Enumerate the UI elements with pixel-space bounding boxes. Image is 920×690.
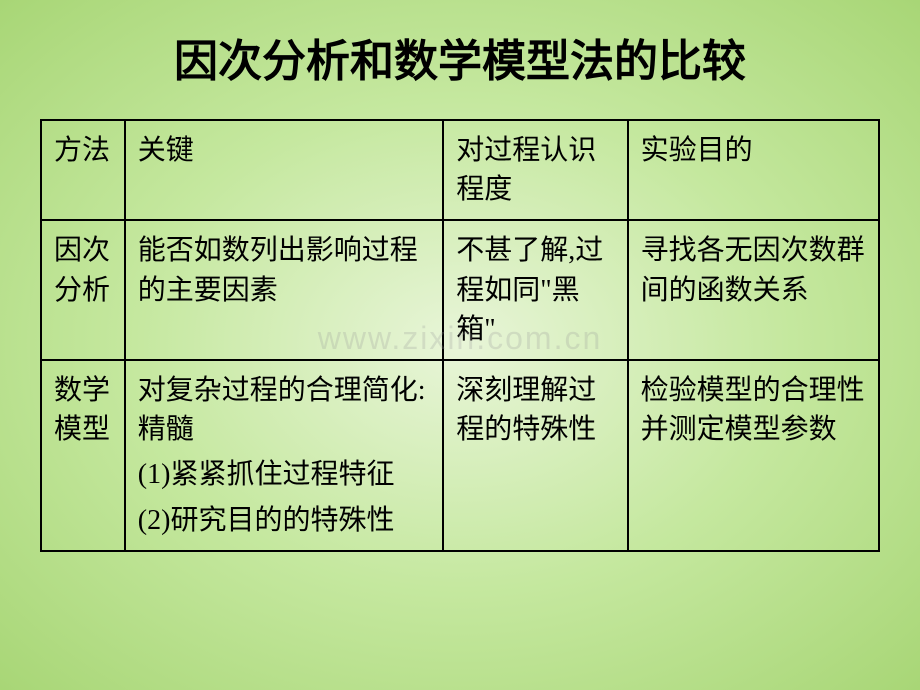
- cell-purpose-2: 检验模型的合理性并测定模型参数: [628, 360, 879, 551]
- cell-key-1: 能否如数列出影响过程的主要因素: [125, 220, 443, 360]
- comparison-table: 方法 关键 对过程认识程度 实验目的 因次分析 能否如数列出影响过程的主要因素 …: [40, 119, 880, 552]
- cell-understanding-2: 深刻理解过程的特殊性: [443, 360, 627, 551]
- cell-purpose-1: 寻找各无因次数群间的函数关系: [628, 220, 879, 360]
- header-key: 关键: [125, 120, 443, 220]
- slide-title: 因次分析和数学模型法的比较: [40, 25, 880, 89]
- cell-key-2: 对复杂过程的合理简化:精髓 (1)紧紧抓住过程特征 (2)研究目的的特殊性: [125, 360, 443, 551]
- header-method: 方法: [41, 120, 125, 220]
- header-purpose: 实验目的: [628, 120, 879, 220]
- key-main-text: 对复杂过程的合理简化:精髓: [138, 375, 426, 445]
- key-sub2-text: (2)研究目的的特殊性: [138, 501, 430, 540]
- cell-method-2: 数学模型: [41, 360, 125, 551]
- table-header-row: 方法 关键 对过程认识程度 实验目的: [41, 120, 879, 220]
- table-row: 数学模型 对复杂过程的合理简化:精髓 (1)紧紧抓住过程特征 (2)研究目的的特…: [41, 360, 879, 551]
- table-row: 因次分析 能否如数列出影响过程的主要因素 不甚了解,过程如同"黑箱" 寻找各无因…: [41, 220, 879, 360]
- header-understanding: 对过程认识程度: [443, 120, 627, 220]
- key-sub1-text: (1)紧紧抓住过程特征: [138, 455, 430, 494]
- cell-understanding-1: 不甚了解,过程如同"黑箱": [443, 220, 627, 360]
- cell-method-1: 因次分析: [41, 220, 125, 360]
- slide-container: 因次分析和数学模型法的比较 www.zixin.com.cn 方法 关键 对过程…: [0, 0, 920, 690]
